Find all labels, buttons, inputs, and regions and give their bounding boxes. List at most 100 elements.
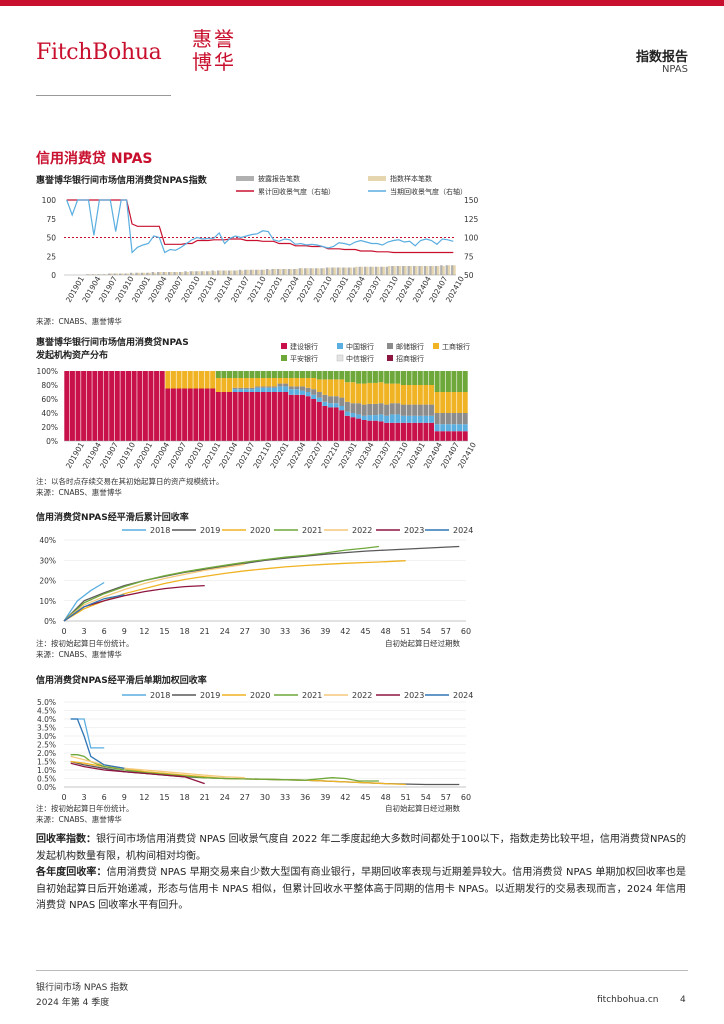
stack-segment xyxy=(221,392,227,441)
bar-reports xyxy=(118,273,122,275)
bar-reports xyxy=(255,269,258,275)
stack-segment xyxy=(367,420,373,441)
bar-reports xyxy=(293,269,296,275)
bar-samples xyxy=(426,266,429,275)
y-tick: 4.5% xyxy=(37,707,56,716)
x-tick: 36 xyxy=(300,793,310,802)
legend-swatch xyxy=(433,343,439,349)
bar-reports xyxy=(162,272,165,275)
y-tick: 2.0% xyxy=(37,749,56,758)
stack-segment xyxy=(182,371,188,389)
x-tick: 0 xyxy=(61,793,66,802)
legend-label: 2021 xyxy=(302,691,322,700)
stack-segment xyxy=(288,378,294,387)
stack-segment xyxy=(198,371,204,389)
bar-reports xyxy=(97,274,100,275)
stack-segment xyxy=(277,371,283,378)
y-tick: 5.0% xyxy=(37,698,56,707)
stack-segment xyxy=(457,371,463,392)
stack-segment xyxy=(451,431,457,441)
chart4-axis-note: 自初始起算日经过期数 xyxy=(385,804,460,813)
bar-samples xyxy=(284,269,287,275)
bar-reports xyxy=(358,266,361,275)
bar-samples xyxy=(311,268,315,275)
stack-segment xyxy=(103,371,109,441)
stack-segment xyxy=(378,421,384,441)
stack-segment xyxy=(299,371,305,378)
legend-label: 2018 xyxy=(150,691,170,700)
stack-segment xyxy=(457,424,463,432)
x-tick: 30 xyxy=(260,627,270,636)
bar-reports xyxy=(200,271,204,275)
stack-segment xyxy=(350,417,356,441)
bar-reports xyxy=(396,266,400,275)
stack-segment xyxy=(445,431,451,441)
p2-label: 各年度回收率： xyxy=(36,867,107,878)
series-line-2018 xyxy=(70,718,105,749)
bar-reports xyxy=(298,268,302,275)
stack-segment xyxy=(429,422,435,441)
x-tick: 0 xyxy=(61,627,66,636)
p2-text: 信用消费贷 NPAS 早期交易来自少数大型国有商业银行，早期回收率表现与近期差异… xyxy=(36,867,686,911)
stack-segment xyxy=(316,379,322,392)
stack-segment xyxy=(378,414,384,422)
stack-segment xyxy=(389,371,395,384)
y-tick: 2.5% xyxy=(37,741,56,750)
stack-segment xyxy=(350,382,356,404)
bar-samples xyxy=(262,269,266,275)
footer-line1: 银行间市场 NPAS 指数 xyxy=(36,983,129,993)
stack-segment xyxy=(429,415,435,423)
stack-segment xyxy=(316,397,322,402)
stack-segment xyxy=(260,386,266,388)
bar-samples xyxy=(442,266,445,275)
top-accent-bar xyxy=(0,0,724,6)
stack-segment xyxy=(462,431,468,441)
stack-segment xyxy=(294,389,300,395)
x-tick: 9 xyxy=(122,627,127,636)
stack-segment xyxy=(328,396,334,404)
bar-samples xyxy=(230,270,233,275)
stack-segment xyxy=(412,404,418,416)
stack-segment xyxy=(221,378,227,392)
bar-reports xyxy=(113,273,116,275)
bar-reports xyxy=(184,271,187,275)
x-tick: 6 xyxy=(102,627,107,636)
stack-segment xyxy=(322,379,328,395)
stack-segment xyxy=(311,394,317,399)
stack-segment xyxy=(440,431,446,441)
y-tick: 0% xyxy=(44,617,56,626)
stack-segment xyxy=(378,403,384,415)
legend-label: 建设银行 xyxy=(290,342,318,351)
stack-segment xyxy=(389,383,395,404)
stack-segment xyxy=(384,404,390,416)
bar-reports xyxy=(325,267,329,275)
stack-segment xyxy=(344,371,350,383)
bar-samples xyxy=(382,266,385,275)
legend-swatch xyxy=(387,355,393,361)
stack-segment xyxy=(305,387,311,392)
bar-reports xyxy=(374,266,378,275)
stack-segment xyxy=(311,389,317,395)
bar-reports xyxy=(189,271,193,275)
bar-samples xyxy=(148,272,151,275)
stack-segment xyxy=(434,431,440,441)
bar-reports xyxy=(178,272,182,275)
bar-samples xyxy=(306,268,309,275)
bar-samples xyxy=(197,271,200,275)
bar-samples xyxy=(88,274,91,275)
bar-reports xyxy=(353,267,356,275)
x-tick: 15 xyxy=(159,793,169,802)
stack-segment xyxy=(283,392,289,441)
bar-samples xyxy=(387,266,391,275)
bar-samples xyxy=(366,266,369,275)
stack-segment xyxy=(328,403,334,408)
bar-samples xyxy=(170,272,173,275)
x-tick: 57 xyxy=(441,793,451,802)
x-tick: 42 xyxy=(340,627,350,636)
bar-reports xyxy=(195,271,198,275)
stack-segment xyxy=(137,371,143,441)
stack-segment xyxy=(249,392,255,441)
bar-samples xyxy=(328,267,331,275)
stack-segment xyxy=(75,371,81,441)
legend-label: 2023 xyxy=(404,526,424,535)
